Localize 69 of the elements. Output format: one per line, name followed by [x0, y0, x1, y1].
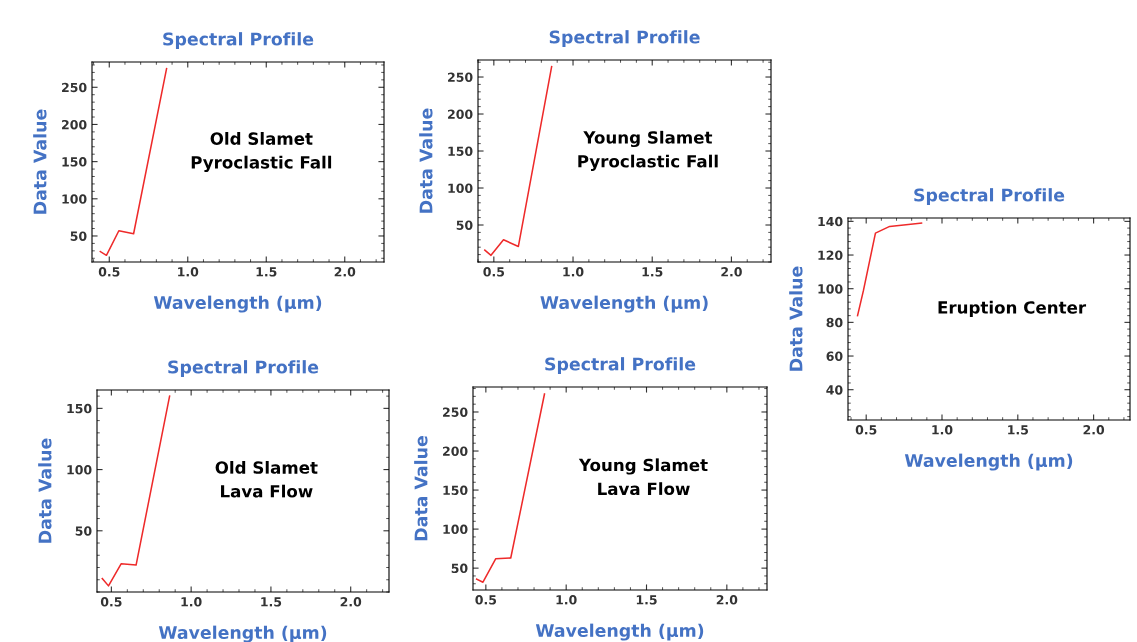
- chart-title: Spectral Profile: [163, 32, 314, 49]
- x-tick-label: 0.5: [475, 595, 497, 605]
- x-tick-label: 2.0: [1083, 425, 1105, 435]
- x-tick-label: 2.0: [721, 267, 742, 277]
- y-tick-label: 60: [826, 351, 843, 361]
- y-tick-label: 50: [456, 220, 473, 230]
- x-axis-title: Wavelength (µm): [153, 295, 322, 313]
- y-tick-label: 150: [62, 157, 87, 167]
- line-series: [475, 393, 546, 583]
- x-tick-label: 0.5: [855, 425, 877, 435]
- y-axis-title: Data Value: [38, 438, 52, 543]
- y-tick-label: 100: [448, 183, 473, 193]
- chart-title: Spectral Profile: [549, 30, 700, 47]
- y-tick-label: 200: [443, 446, 468, 456]
- annotation: Old Slamet Lava Flow: [215, 460, 318, 498]
- x-tick-label: 1.5: [636, 595, 657, 605]
- y-tick-label: 80: [826, 317, 843, 328]
- y-axis-title: Data Value: [789, 266, 803, 371]
- y-tick-label: 40: [826, 385, 843, 395]
- y-tick-label: 100: [67, 465, 92, 475]
- x-tick-label: 1.5: [261, 597, 282, 607]
- y-tick-label: 120: [818, 250, 843, 260]
- y-tick-label: 200: [448, 109, 473, 119]
- y-tick-label: 50: [75, 526, 92, 536]
- y-tick-label: 150: [443, 485, 468, 495]
- annotation: Old Slamet Pyroclastic Fall: [191, 132, 332, 172]
- x-tick-label: 1.0: [178, 267, 199, 277]
- x-tick-label: 0.5: [100, 597, 122, 607]
- y-tick-label: 140: [818, 216, 843, 227]
- y-tick-label: 250: [62, 82, 87, 93]
- x-tick-label: 0.5: [483, 267, 505, 277]
- y-axis-title: Data Value: [33, 109, 47, 214]
- line-series: [101, 395, 171, 587]
- x-tick-label: 0.5: [98, 267, 120, 277]
- y-tick-label: 50: [70, 231, 87, 241]
- y-tick-label: 100: [818, 284, 843, 294]
- x-tick-label: 2.0: [716, 595, 738, 605]
- y-tick-label: 250: [443, 407, 468, 417]
- y-tick-label: 50: [451, 563, 468, 574]
- x-axis-title: Wavelength (µm): [158, 625, 327, 642]
- y-tick-label: 150: [448, 146, 473, 156]
- x-tick-label: 2.0: [334, 267, 356, 277]
- y-tick-label: 100: [62, 194, 87, 204]
- line-series: [484, 65, 553, 257]
- y-tick-label: 200: [62, 119, 87, 130]
- annotation: Eruption Center: [938, 300, 1087, 317]
- y-axis-title: Data Value: [419, 108, 433, 213]
- y-tick-label: 100: [443, 524, 468, 535]
- annotation: Young Slamet Lava Flow: [578, 458, 708, 496]
- line-series: [856, 222, 923, 317]
- y-axis-title: Data Value: [414, 436, 428, 541]
- x-axis-title: Wavelength (µm): [535, 623, 704, 641]
- chart-title: Spectral Profile: [914, 188, 1065, 205]
- x-axis-title: Wavelength (µm): [904, 453, 1073, 471]
- x-tick-label: 1.5: [1008, 425, 1029, 435]
- annotation: Young Slamet Pyroclastic Fall: [578, 130, 718, 171]
- x-tick-label: 1.0: [563, 267, 584, 277]
- x-tick-label: 1.0: [932, 425, 953, 435]
- x-tick-label: 1.5: [256, 267, 277, 277]
- x-axis-title: Wavelength (µm): [540, 295, 708, 313]
- line-series: [99, 67, 168, 257]
- chart-title: Spectral Profile: [545, 357, 696, 374]
- x-tick-label: 1.5: [642, 267, 663, 277]
- x-tick-label: 1.0: [556, 595, 577, 605]
- y-tick-label: 250: [448, 72, 473, 82]
- chart-title: Spectral Profile: [168, 360, 319, 377]
- x-tick-label: 2.0: [340, 597, 362, 607]
- x-tick-label: 1.0: [181, 597, 202, 607]
- y-tick-label: 150: [67, 403, 92, 414]
